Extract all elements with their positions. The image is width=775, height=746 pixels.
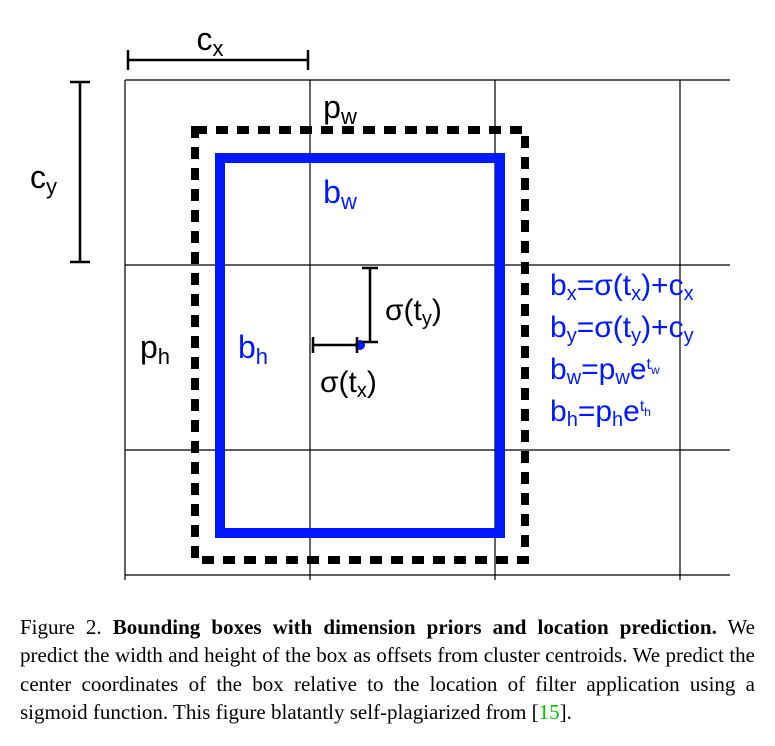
eq-by: by=σ(ty)+cy: [550, 311, 694, 347]
sigma-tx-label: σ(tx): [320, 366, 377, 402]
cx-label: cx: [197, 21, 224, 61]
sigma-ty-bracket: [362, 268, 378, 342]
cy-label: cy: [30, 159, 57, 199]
caption-title: Bounding boxes with dimension priors and…: [113, 615, 717, 639]
cy-bracket: [70, 82, 90, 262]
eq-bw: bw=pwetw: [550, 353, 660, 389]
pw-label: pw: [323, 89, 357, 129]
eq-bh: bh=pheth: [550, 395, 651, 431]
caption-cite: 15: [539, 700, 560, 724]
bw-label: bw: [323, 174, 357, 214]
caption-prefix: Figure 2.: [20, 615, 113, 639]
figure-container: cx cy pw ph bw bh σ(ty) σ(tx) bx=σ(tx)+c…: [20, 20, 755, 726]
bh-label: bh: [238, 329, 268, 369]
figure-caption: Figure 2. Bounding boxes with dimension …: [20, 613, 755, 726]
bounding-box-diagram: cx cy pw ph bw bh σ(ty) σ(tx) bx=σ(tx)+c…: [20, 20, 755, 600]
sigma-tx-bracket: [313, 337, 357, 353]
eq-bx: bx=σ(tx)+cx: [550, 269, 694, 305]
sigma-ty-label: σ(ty): [385, 294, 442, 330]
caption-body2: ].: [560, 700, 572, 724]
equations: bx=σ(tx)+cx by=σ(ty)+cy bw=pwetw bh=phet…: [550, 269, 694, 431]
ph-label: ph: [140, 329, 170, 369]
